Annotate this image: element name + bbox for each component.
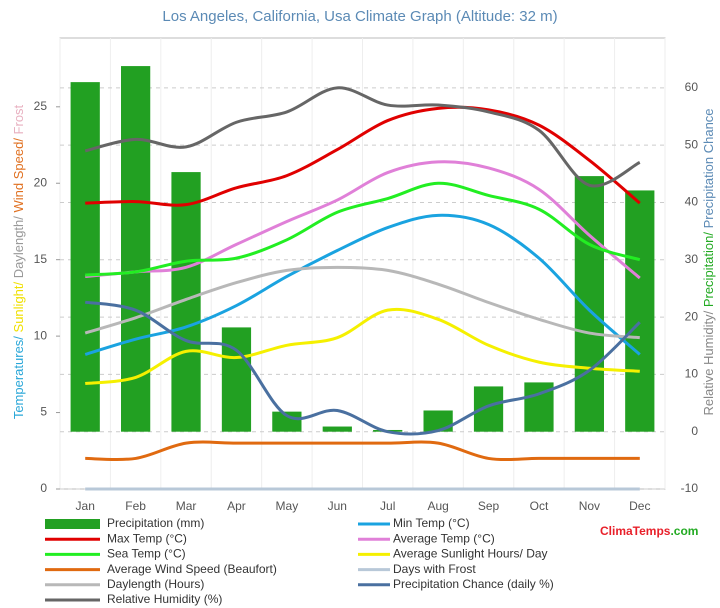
- y-tick-label: 20: [34, 175, 48, 189]
- x-tick-label: Oct: [530, 499, 549, 513]
- y-axis-label-part: Temperatures/: [11, 332, 26, 419]
- legend-label: Min Temp (°C): [393, 516, 470, 530]
- y2-axis-label-part: Precipitation Chance: [701, 108, 716, 228]
- y2-tick-label: -10: [681, 481, 699, 495]
- x-tick-label: Jan: [76, 499, 95, 513]
- legend-label: Precipitation (mm): [107, 516, 204, 530]
- bar: [625, 190, 655, 432]
- y-tick-label: 15: [34, 252, 48, 266]
- legend-label: Relative Humidity (%): [107, 592, 222, 606]
- line: [84, 213, 641, 356]
- y2-tick-label: 60: [685, 80, 699, 94]
- y2-axis-label-part: Precipitation/: [701, 228, 716, 307]
- y2-axis-label: Relative Humidity/ Precipitation/ Precip…: [701, 108, 716, 415]
- y2-tick-label: 40: [685, 195, 699, 209]
- legend-label: Average Temp (°C): [393, 531, 495, 545]
- line: [85, 440, 640, 462]
- x-tick-label: Sep: [478, 499, 500, 513]
- x-tick-label: May: [276, 499, 299, 513]
- x-tick-label: Feb: [125, 499, 146, 513]
- y2-tick-label: 50: [685, 137, 699, 151]
- bar: [70, 82, 100, 432]
- y-axis-label: Temperatures/ Sunlight/ Daylength/ Wind …: [11, 104, 26, 419]
- legend-label: Precipitation Chance (daily %): [393, 577, 554, 591]
- bar: [574, 176, 604, 432]
- y2-tick-label: 10: [685, 367, 699, 381]
- legend-label: Daylength (Hours): [107, 577, 204, 591]
- line: [85, 307, 640, 386]
- source-part: ClimaTemps: [600, 524, 671, 538]
- source-part: .com: [670, 524, 698, 538]
- y-axis-label-part: Wind Speed/: [11, 134, 26, 212]
- y2-tick-label: 30: [685, 252, 699, 266]
- x-tick-label: Dec: [629, 499, 650, 513]
- y-axis-label-part: Frost: [11, 104, 26, 134]
- chart-title: Los Angeles, California, Usa Climate Gra…: [162, 8, 557, 25]
- bar: [121, 66, 151, 432]
- line: [84, 300, 641, 436]
- line: [85, 181, 641, 277]
- y-tick-label: 25: [34, 99, 48, 113]
- y2-tick-label: 0: [691, 424, 698, 438]
- line: [85, 105, 641, 207]
- legend-label: Max Temp (°C): [107, 531, 187, 545]
- bar: [272, 411, 302, 432]
- legend-label: Average Wind Speed (Beaufort): [107, 562, 277, 576]
- y2-tick-label: 20: [685, 309, 699, 323]
- x-tick-label: Aug: [427, 499, 448, 513]
- line: [84, 86, 641, 188]
- legend-label: Average Sunlight Hours/ Day: [393, 547, 548, 561]
- y-axis-label-part: Sunlight/: [11, 278, 26, 332]
- x-tick-label: Mar: [176, 499, 197, 513]
- y-tick-label: 0: [40, 481, 47, 495]
- x-tick-label: Apr: [227, 499, 246, 513]
- source-logo: ClimaTemps.com: [600, 524, 698, 538]
- y-tick-label: 5: [40, 405, 47, 419]
- y-axis-label-part: Daylength/: [11, 213, 26, 279]
- legend-swatch: [45, 519, 100, 529]
- legend-label: Days with Frost: [393, 562, 476, 576]
- bar: [322, 426, 352, 432]
- bar: [423, 410, 453, 432]
- x-tick-label: Jun: [328, 499, 347, 513]
- y2-axis-label-part: Relative Humidity/: [701, 307, 716, 415]
- line: [85, 160, 641, 280]
- x-tick-label: Jul: [380, 499, 395, 513]
- y-tick-label: 10: [34, 328, 48, 342]
- line: [84, 265, 640, 340]
- legend-label: Sea Temp (°C): [107, 547, 186, 561]
- bar: [221, 327, 252, 432]
- x-tick-label: Nov: [579, 499, 600, 513]
